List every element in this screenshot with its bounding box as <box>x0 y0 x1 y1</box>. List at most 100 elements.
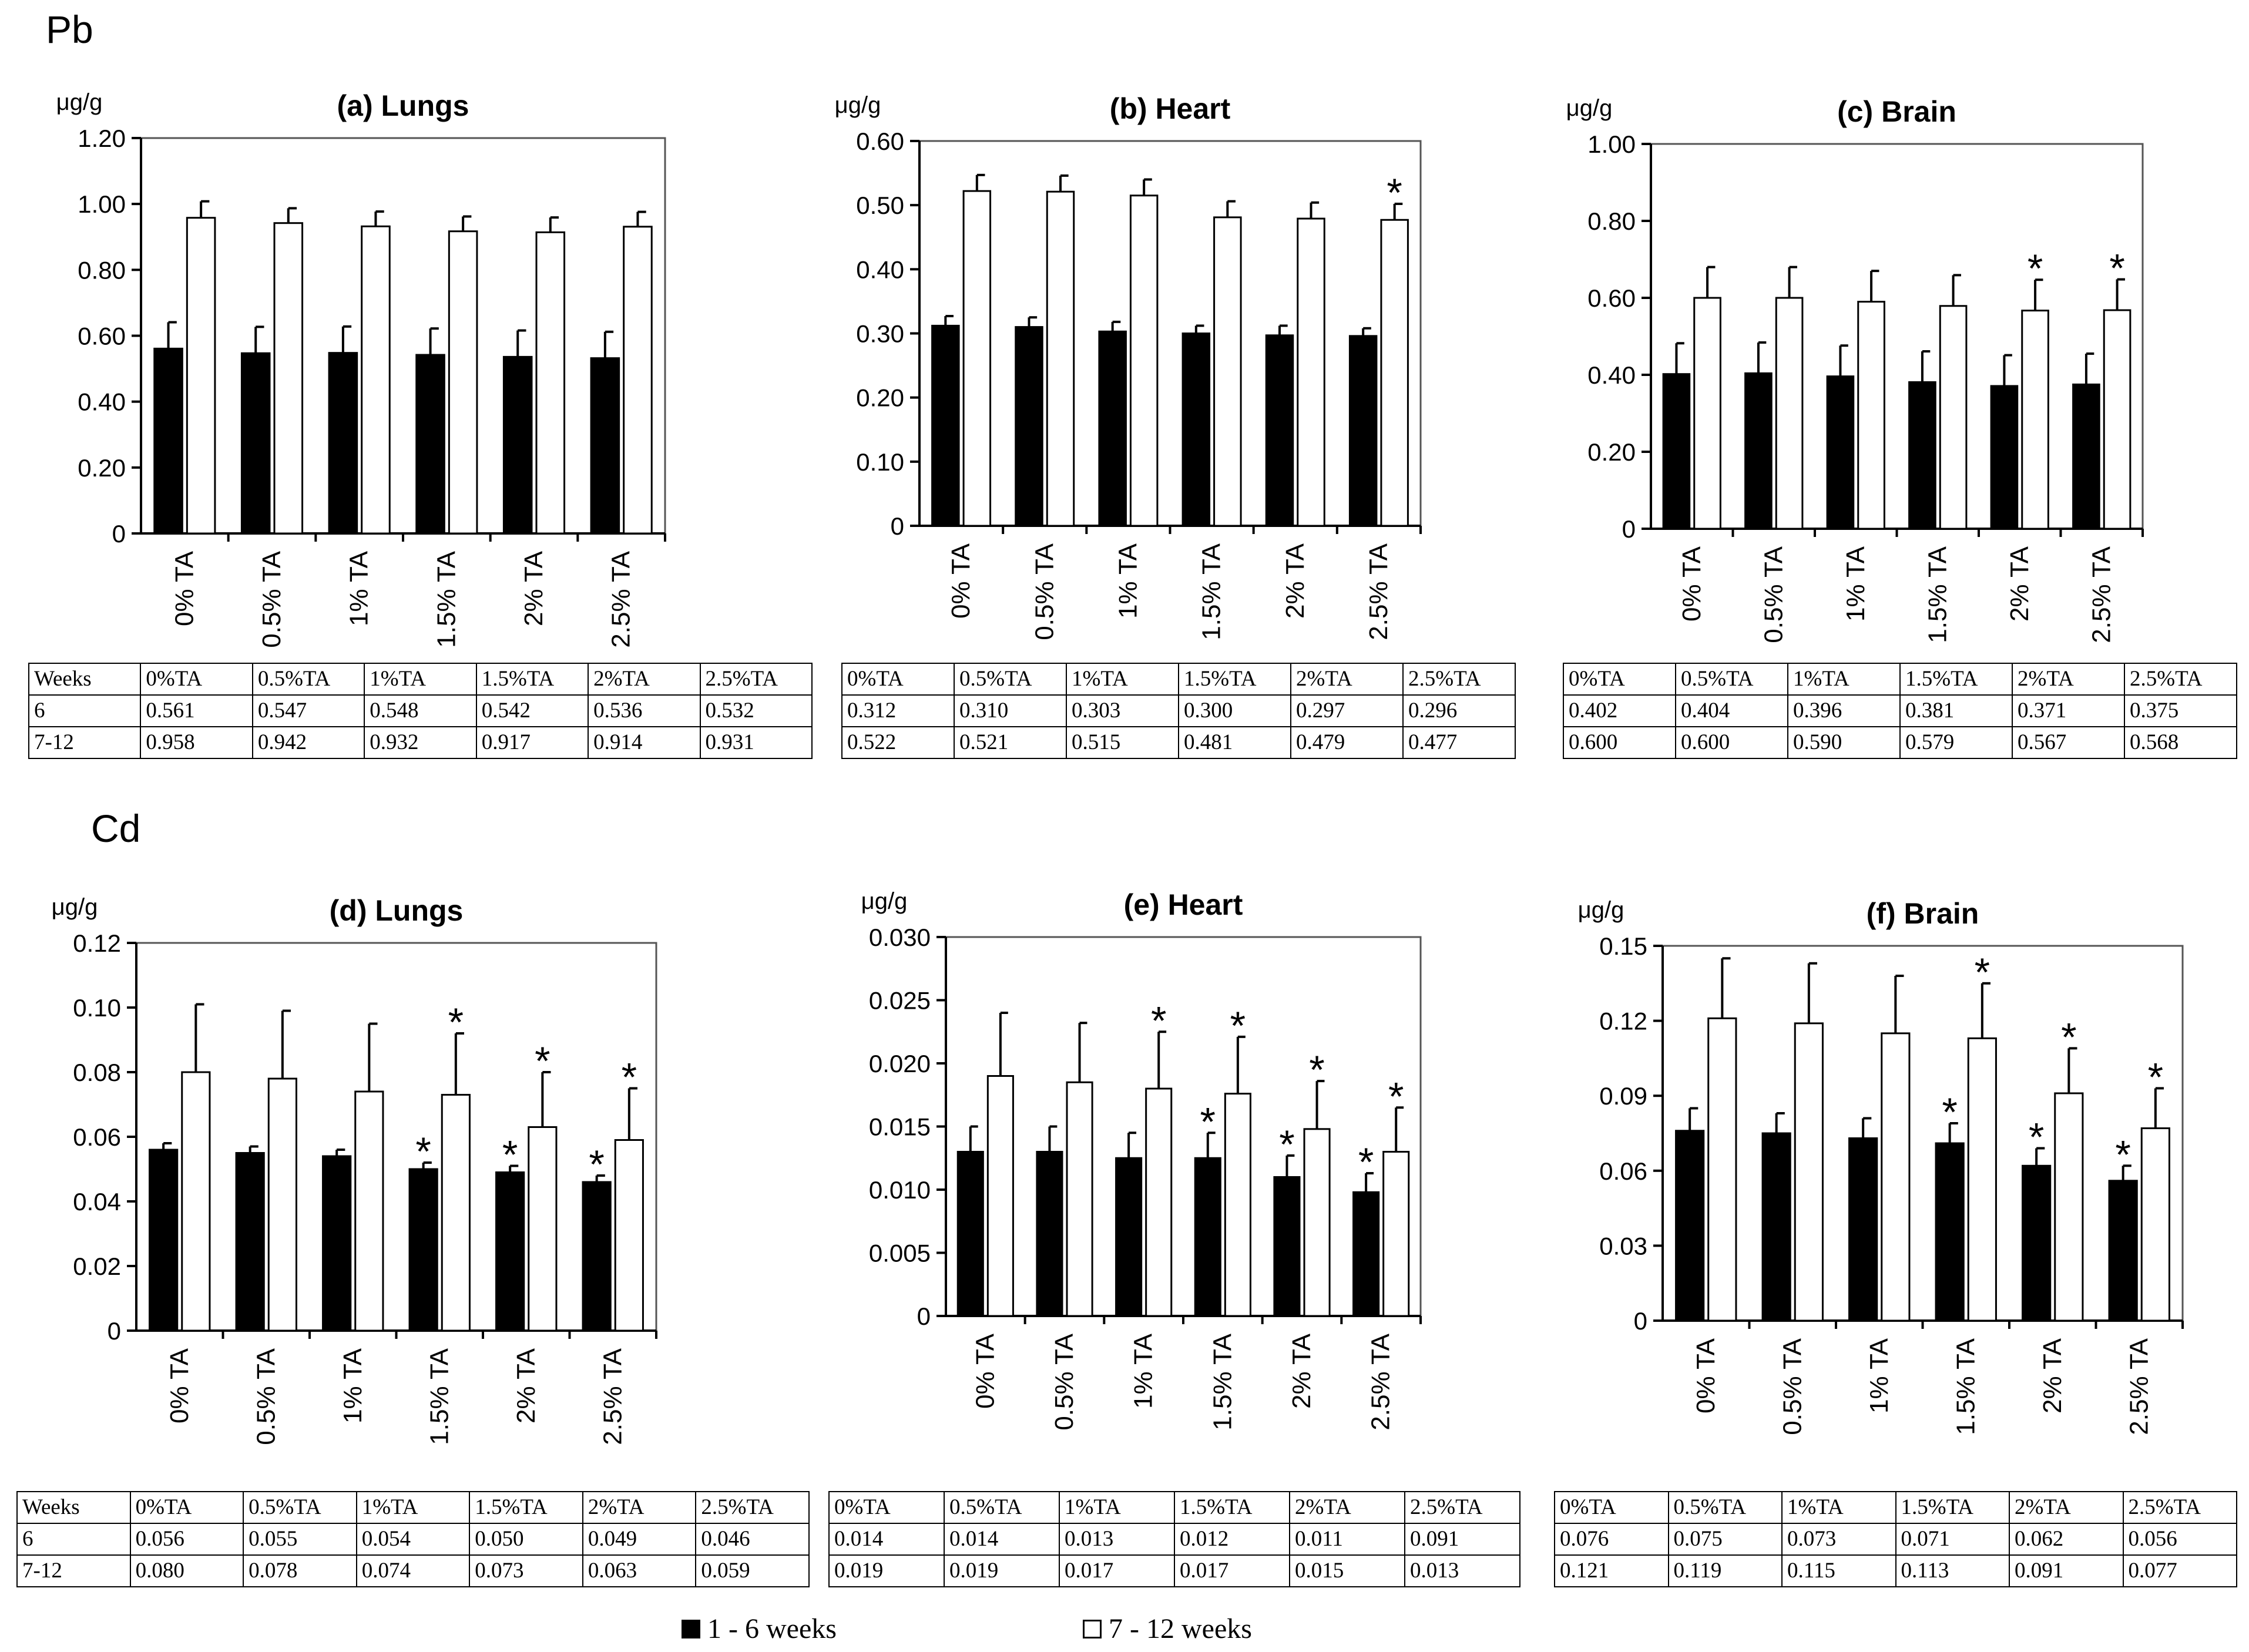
section-label-cd: Cd <box>91 807 141 850</box>
x-tick-label: 0.5% TA <box>257 550 286 647</box>
bar-7-12-weeks <box>441 1094 471 1332</box>
table-cell: 0.075 <box>1667 1523 1783 1556</box>
significance-star: * <box>1200 1099 1216 1144</box>
bar-7-12-weeks <box>535 231 566 535</box>
table-cell: 0.063 <box>582 1554 697 1587</box>
table-cell: 0.013 <box>1404 1554 1520 1587</box>
table-cell: 1%TA <box>1781 1491 1896 1524</box>
significance-star: * <box>1942 1090 1957 1134</box>
x-tick-label: 0% TA <box>971 1333 999 1409</box>
table-cell: 0.017 <box>1174 1554 1290 1587</box>
table-row: 6 0.561 0.547 0.548 0.542 0.536 0.532 <box>28 694 813 727</box>
table-row: 7-12 0.080 0.078 0.074 0.073 0.063 0.059 <box>16 1554 810 1587</box>
table-cell: 2.5%TA <box>1404 1491 1520 1524</box>
table-cell: 1.5%TA <box>1899 663 2013 696</box>
x-tick-label: 0.5% TA <box>1050 1333 1079 1430</box>
table-cell: 0.5%TA <box>1667 1491 1783 1524</box>
table-cell: 0.381 <box>1899 694 2013 727</box>
table-cell: 0.312 <box>841 694 955 727</box>
legend-swatch-white <box>1083 1619 1102 1638</box>
table-cell: 2%TA <box>1290 663 1404 696</box>
bar-1-6-weeks <box>408 1168 438 1332</box>
table-cell: 0.073 <box>1781 1523 1896 1556</box>
bar-1-6-weeks <box>1990 385 2019 530</box>
y-tick-label: 0.30 <box>856 320 904 348</box>
significance-star: * <box>1387 170 1402 215</box>
table-cell: 0.521 <box>954 726 1067 759</box>
bar-1-6-weeks <box>956 1151 984 1317</box>
y-tick-label: 0.005 <box>869 1240 931 1267</box>
table-cell: 0.297 <box>1290 694 1404 727</box>
table-cell: 0.049 <box>582 1523 697 1556</box>
bar-7-12-weeks <box>1967 1037 1997 1322</box>
bar-1-6-weeks <box>931 324 960 527</box>
bar-7-12-weeks <box>1857 301 1885 530</box>
bar-7-12-weeks <box>1303 1128 1331 1317</box>
y-tick-label: 0.40 <box>1587 361 1636 389</box>
y-tick-label: 0 <box>108 1317 121 1345</box>
table-cell: 0.568 <box>2124 726 2237 759</box>
y-tick-label: 0.030 <box>869 924 931 951</box>
table-cell: 0.013 <box>1059 1523 1175 1556</box>
significance-star: * <box>1279 1122 1294 1167</box>
y-tick-label: 0.03 <box>1599 1232 1647 1260</box>
bar-1-6-weeks <box>590 357 620 535</box>
y-tick-label: 0 <box>1634 1307 1647 1335</box>
table-cell: 0.091 <box>2009 1554 2124 1587</box>
table-cell: 0.532 <box>699 694 813 727</box>
data-table-c-brain: 0%TA 0.5%TA 1%TA 1.5%TA 2%TA 2.5%TA 0.402 0.404… <box>1563 663 2237 759</box>
table-cell: 0.5%TA <box>944 1491 1060 1524</box>
bar-7-12-weeks <box>614 1139 644 1332</box>
table-cell: 1%TA <box>1787 663 1901 696</box>
significance-star: * <box>415 1129 431 1174</box>
table-cell: 0.091 <box>1404 1523 1520 1556</box>
y-tick-label: 0.40 <box>856 256 904 283</box>
x-tick-label: 1.5% TA <box>1208 1333 1237 1430</box>
x-tick-label: 2% TA <box>1287 1333 1316 1409</box>
table-cell: 0.5%TA <box>251 663 365 696</box>
bar-1-6-weeks <box>1265 334 1294 527</box>
table-cell: 0.014 <box>828 1523 945 1556</box>
data-table-f-brain: 0%TA 0.5%TA 1%TA 1.5%TA 2%TA 2.5%TA 0.076 0.075… <box>1554 1491 2237 1587</box>
y-tick-label: 0.20 <box>1587 438 1636 466</box>
significance-star: * <box>1388 1074 1404 1119</box>
table-row: 0.312 0.310 0.303 0.300 0.297 0.296 <box>841 694 1516 727</box>
x-tick-label: 1.5% TA <box>425 1348 454 1445</box>
table-cell: 0.303 <box>1066 694 1179 727</box>
bar-1-6-weeks <box>1194 1157 1221 1317</box>
x-tick-label: 2.5% TA <box>607 550 636 647</box>
plot-frame <box>1661 945 2184 1322</box>
table-cell: 0.011 <box>1289 1523 1405 1556</box>
bar-7-12-weeks <box>1775 297 1804 530</box>
table-cell: 0.522 <box>841 726 955 759</box>
bar-7-12-weeks <box>1380 219 1409 527</box>
significance-star: * <box>622 1055 637 1100</box>
table-cell: 0.046 <box>695 1523 810 1556</box>
significance-star: * <box>2115 1132 2130 1177</box>
y-tick-label: 0.025 <box>869 987 931 1015</box>
x-tick-label: 0% TA <box>1677 546 1706 622</box>
table-cell: 2%TA <box>2012 663 2125 696</box>
table-cell: 0.477 <box>1402 726 1516 759</box>
significance-star: * <box>2109 246 2124 291</box>
y-tick-label: 0.08 <box>73 1059 121 1086</box>
y-tick-label: 0.10 <box>73 994 121 1022</box>
bar-1-6-weeks <box>415 354 445 535</box>
y-tick-label: 0.010 <box>869 1176 931 1204</box>
chart-e-heart: (e) Heart μg/g 0 0.005 0.010 0.015 0.020 0.025 0… <box>861 888 1422 1431</box>
table-cell: 0.404 <box>1675 694 1788 727</box>
significance-star: * <box>2061 1015 2076 1059</box>
table-cell: 2%TA <box>588 663 701 696</box>
table-cell: 0%TA <box>841 663 955 696</box>
table-cell: 0.062 <box>2009 1523 2124 1556</box>
table-cell: 0.402 <box>1563 694 1676 727</box>
x-tick-label: 2.5% TA <box>1367 1333 1395 1430</box>
y-tick-label: 0.80 <box>1587 207 1636 235</box>
bar-7-12-weeks <box>181 1071 211 1332</box>
y-tick-label: 0 <box>112 520 126 548</box>
table-cell: 0.914 <box>588 726 701 759</box>
table-cell: 0.296 <box>1402 694 1516 727</box>
y-tick-label: 0.80 <box>78 256 126 284</box>
table-cell: 0.567 <box>2012 726 2125 759</box>
bar-7-12-weeks <box>1224 1093 1251 1317</box>
